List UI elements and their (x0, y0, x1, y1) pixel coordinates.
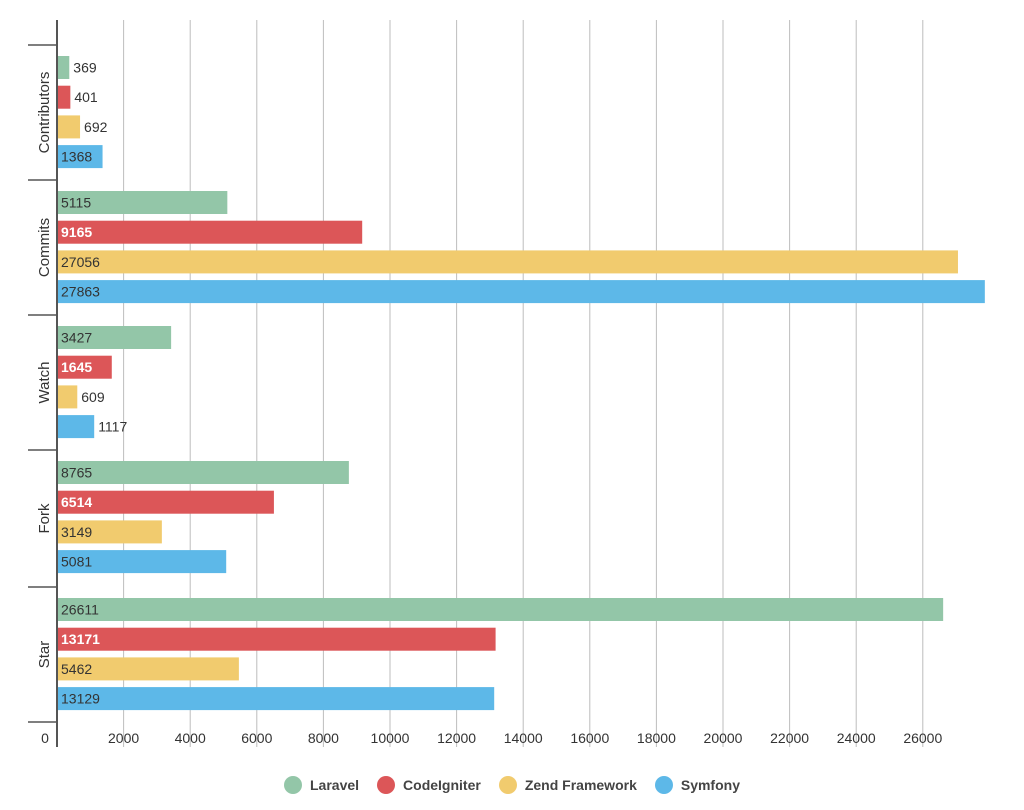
x-tick-label-6000: 6000 (241, 730, 272, 746)
bar-laravel-commits (57, 191, 228, 214)
bar-laravel-contributors (57, 56, 70, 79)
value-label-laravel-contributors: 369 (73, 60, 97, 76)
bar-symfony-star (57, 687, 495, 711)
value-label-codeigniter-contributors: 401 (74, 89, 98, 105)
bar-codeigniter-fork (57, 490, 274, 514)
x-tick-label-18000: 18000 (637, 730, 676, 746)
y-category-label-contributors: Contributors (36, 72, 53, 154)
value-label-symfony-watch: 1117 (98, 419, 127, 435)
legend-label-laravel: Laravel (310, 777, 360, 793)
x-tick-label-2000: 2000 (108, 730, 139, 746)
y-category-label-star: Star (36, 641, 53, 669)
value-label-laravel-star: 26611 (61, 602, 99, 618)
legend-label-codeigniter: CodeIgniter (403, 777, 481, 793)
x-tick-label-14000: 14000 (504, 730, 543, 746)
value-label-symfony-fork: 5081 (61, 554, 92, 570)
bar-symfony-watch (57, 415, 95, 439)
y-category-label-watch: Watch (36, 362, 53, 404)
legend-item-laravel[interactable]: Laravel (284, 776, 359, 794)
x-tick-label-12000: 12000 (437, 730, 476, 746)
value-label-codeigniter-star: 13171 (61, 631, 100, 647)
value-label-laravel-watch: 3427 (61, 330, 92, 346)
bar-codeigniter-contributors (57, 85, 71, 109)
x-tick-label-0: 0 (41, 730, 49, 746)
legend-item-zend-framework[interactable]: Zend Framework (498, 776, 637, 794)
legend-item-symfony[interactable]: Symfony (654, 776, 740, 794)
x-tick-label-22000: 22000 (770, 730, 809, 746)
bar-zend-framework-star (57, 657, 239, 681)
value-label-zend-framework-contributors: 692 (84, 119, 108, 135)
value-label-codeigniter-commits: 9165 (61, 224, 92, 240)
y-category-label-fork: Fork (36, 503, 53, 534)
bar-laravel-watch (57, 326, 172, 349)
bar-laravel-fork (57, 461, 349, 484)
bar-chart: 0 2000 4000 6000 8000 10000 12000 14000 16000 180… (28, 20, 985, 747)
x-tick-label-20000: 20000 (704, 730, 743, 746)
value-label-zend-framework-commits: 27056 (61, 254, 100, 270)
bar-codeigniter-star (57, 627, 496, 651)
bar-laravel-star (57, 598, 944, 621)
value-label-laravel-commits: 5115 (61, 195, 91, 211)
value-label-zend-framework-star: 5462 (61, 661, 92, 677)
bar-zend-framework-contributors (57, 115, 81, 139)
bar-zend-framework-fork (57, 520, 162, 544)
legend-item-codeigniter[interactable]: CodeIgniter (377, 776, 481, 794)
value-label-laravel-fork: 8765 (61, 465, 92, 481)
legend-swatch-codeigniter (377, 776, 396, 794)
bar-zend-framework-watch (57, 385, 78, 409)
legend-swatch-zend-framework (498, 776, 517, 794)
bar-zend-framework-commits (57, 250, 958, 274)
legend-swatch-symfony (654, 776, 673, 794)
x-tick-label-8000: 8000 (308, 730, 339, 746)
value-label-symfony-commits: 27863 (61, 284, 100, 300)
x-tick-label-26000: 26000 (903, 730, 942, 746)
value-label-symfony-star: 13129 (61, 691, 100, 707)
value-label-codeigniter-watch: 1645 (61, 359, 92, 375)
x-tick-label-10000: 10000 (371, 730, 410, 746)
value-label-zend-framework-fork: 3149 (61, 524, 92, 540)
bar-codeigniter-watch (57, 355, 112, 379)
value-label-codeigniter-fork: 6514 (61, 494, 92, 510)
legend-swatch-laravel (284, 776, 302, 794)
x-tick-label-24000: 24000 (837, 730, 876, 746)
legend-label-zend-framework: Zend Framework (524, 777, 637, 793)
value-label-zend-framework-watch: 609 (81, 389, 105, 405)
y-category-label-commits: Commits (36, 218, 53, 277)
bar-symfony-contributors (57, 145, 103, 169)
x-tick-label-4000: 4000 (175, 730, 206, 746)
legend-label-symfony: Symfony (680, 777, 740, 793)
x-tick-label-16000: 16000 (570, 730, 609, 746)
value-label-symfony-contributors: 1368 (61, 149, 92, 165)
bar-symfony-fork (57, 550, 227, 574)
legend: Laravel CodeIgniter Zend Framework Symfo… (0, 776, 1024, 794)
bar-codeigniter-commits (57, 220, 363, 244)
bar-symfony-commits (57, 280, 985, 304)
